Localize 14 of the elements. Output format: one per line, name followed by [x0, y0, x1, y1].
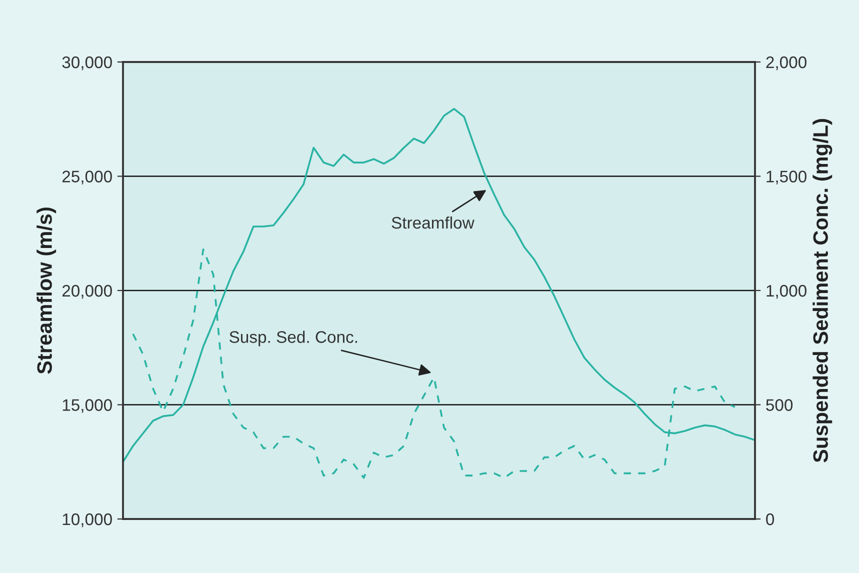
- y-tick-label: 20,000: [62, 284, 112, 299]
- y-tick-label: 25,000: [62, 170, 112, 184]
- y2-tick-label: 0: [766, 513, 774, 526]
- y-tick-label: 15,000: [62, 399, 112, 413]
- y2-tick-label: 2,000: [766, 56, 806, 70]
- annotation: Streamflow: [392, 216, 474, 229]
- y-tick-label: 10,000: [62, 513, 112, 528]
- y2-tick-label: 500: [766, 399, 793, 411]
- annotation: Susp. Sed. Conc.: [230, 330, 357, 346]
- y2-tick-label: 1,500: [766, 170, 806, 184]
- y-tick-label: 30,000: [62, 56, 112, 70]
- y2-tick-label: 1,000: [766, 284, 806, 299]
- y-axis-title: Streamflow (m/s): [36, 208, 56, 374]
- y2-axis-title: Suspended Sediment Conc. (mg/L): [812, 119, 832, 462]
